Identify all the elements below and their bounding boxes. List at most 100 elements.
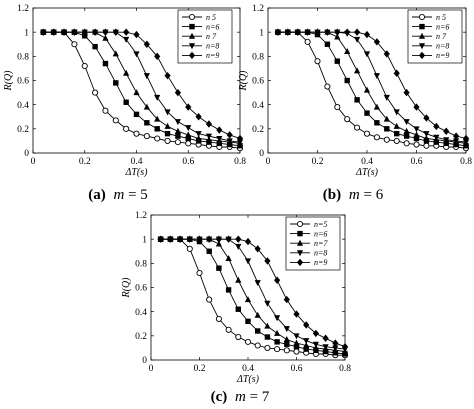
data-point	[344, 48, 351, 54]
legend-marker	[188, 51, 196, 60]
data-point	[393, 122, 400, 129]
legend-marker	[297, 230, 303, 237]
data-point	[235, 276, 242, 283]
data-point	[303, 321, 310, 329]
x-tick-label: 0.4	[361, 157, 373, 167]
data-point	[205, 120, 213, 128]
data-point	[216, 126, 223, 134]
y-tick-label: 0.8	[252, 53, 264, 63]
data-point	[235, 306, 241, 312]
y-tick-label: 0	[259, 149, 264, 159]
y-tick-label: 1	[24, 28, 29, 38]
x-tick-label: 0.8	[234, 157, 246, 167]
legend-label: n=7	[314, 239, 328, 248]
y-tick-label: 0.4	[17, 101, 29, 111]
data-point	[102, 34, 109, 41]
x-tick-label: 0	[31, 157, 36, 167]
data-point	[174, 119, 181, 126]
data-point	[322, 334, 329, 342]
data-point	[394, 130, 400, 137]
data-point	[236, 134, 244, 143]
data-point	[283, 295, 290, 304]
data-point	[244, 296, 252, 303]
x-tick-label: 0.2	[79, 157, 91, 167]
data-point	[413, 135, 420, 142]
data-point	[123, 69, 130, 76]
data-point	[373, 38, 380, 46]
data-point	[283, 347, 290, 354]
legend-label: n 7	[206, 32, 217, 41]
data-point	[364, 110, 370, 116]
series-9-group	[40, 28, 244, 143]
data-point	[423, 135, 430, 141]
x-tick-label: 0.4	[131, 157, 143, 167]
y-tick-label: 0.6	[135, 284, 147, 294]
data-point	[195, 131, 202, 138]
legend-marker	[296, 239, 304, 246]
legend-label: n=8	[436, 42, 449, 51]
y-axis-label: R(Q)	[238, 70, 249, 92]
y-tick-label: 0.2	[17, 125, 29, 135]
data-point	[383, 94, 390, 101]
caption-b-letter: (b)	[323, 187, 341, 203]
data-point	[284, 341, 290, 347]
data-point	[303, 346, 309, 352]
data-point	[344, 77, 350, 84]
legend-label: n=9	[436, 51, 449, 60]
y-tick-label: 1.2	[252, 4, 264, 14]
data-point	[363, 86, 371, 93]
data-point	[60, 28, 68, 36]
legend-label: n=5	[314, 220, 327, 229]
data-point	[303, 338, 310, 345]
x-axis-label: ΔT(s)	[236, 374, 260, 385]
data-point	[433, 134, 440, 141]
data-point	[373, 103, 380, 110]
data-point	[383, 50, 390, 58]
legend-marker	[419, 23, 425, 30]
x-tick-label: 0.6	[291, 364, 303, 374]
data-point	[235, 243, 242, 250]
data-point	[123, 125, 130, 132]
data-point	[215, 235, 222, 243]
data-point	[332, 339, 339, 347]
data-point	[154, 126, 160, 132]
data-point	[334, 33, 341, 40]
data-point	[324, 41, 331, 47]
data-point	[373, 73, 380, 80]
y-axis-label: R(Q)	[121, 277, 132, 299]
x-tick-label: 0.2	[194, 364, 206, 374]
data-point	[71, 28, 78, 36]
data-point	[143, 133, 150, 140]
data-point	[164, 137, 171, 144]
data-point	[206, 248, 212, 254]
data-point	[81, 62, 88, 70]
data-point	[112, 28, 119, 36]
caption-a: (a) m = 5	[88, 187, 148, 203]
data-point	[403, 88, 410, 97]
data-point	[185, 140, 192, 147]
data-point	[215, 315, 222, 322]
x-axis-label: ΔT(s)	[355, 167, 379, 178]
legend-marker	[296, 220, 304, 228]
legend-label: n=9	[206, 51, 219, 60]
data-point	[92, 28, 99, 36]
data-point	[225, 326, 232, 333]
data-point	[264, 344, 271, 351]
data-point	[254, 311, 261, 318]
data-point	[175, 133, 181, 139]
data-point	[123, 28, 130, 36]
data-point	[314, 28, 321, 36]
y-tick-label: 0	[142, 356, 147, 366]
data-point	[293, 333, 300, 340]
data-point	[235, 235, 242, 243]
data-point	[393, 137, 400, 144]
data-point	[423, 131, 430, 138]
legend-marker	[418, 43, 426, 50]
data-point	[284, 28, 291, 36]
x-tick-label: 0.6	[411, 157, 423, 167]
data-point	[185, 103, 192, 111]
caption-b-rest: = 6	[363, 187, 383, 203]
data-point	[255, 328, 261, 334]
data-point	[71, 41, 78, 48]
data-point	[393, 69, 400, 77]
